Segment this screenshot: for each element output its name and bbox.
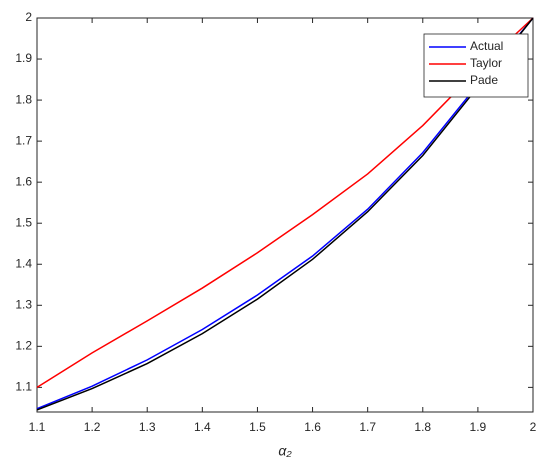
line-series <box>36 17 534 411</box>
x-tick-label: 1.5 <box>249 420 266 434</box>
y-tick-label: 1.8 <box>15 92 32 106</box>
x-tick-label: 2 <box>530 420 537 434</box>
x-tick-label: 1.6 <box>304 420 321 434</box>
y-tick-label: 1.5 <box>15 215 32 229</box>
y-tick-label: 1.6 <box>15 174 32 188</box>
line-series <box>36 17 534 410</box>
x-tick-label: 1.7 <box>359 420 376 434</box>
y-tick-label: 1.7 <box>15 133 32 147</box>
y-tick-label: 1.2 <box>15 339 32 353</box>
x-tick-label: 1.4 <box>194 420 211 434</box>
legend-label: Pade <box>470 73 498 87</box>
legend-box <box>423 33 529 98</box>
x-tick-label: 1.8 <box>414 420 431 434</box>
y-tick-label: 1.1 <box>15 380 32 394</box>
y-tick-label: 1.9 <box>15 51 32 65</box>
x-tick-label: 1.3 <box>139 420 156 434</box>
y-tick-label: 2 <box>25 10 32 24</box>
x-axis-label: α₂ <box>278 443 292 459</box>
x-tick-label: 1.1 <box>29 420 46 434</box>
legend-label: Actual <box>470 39 503 53</box>
y-tick-label: 1.3 <box>15 297 32 311</box>
x-tick-label: 1.9 <box>470 420 487 434</box>
y-tick-label: 1.4 <box>15 256 32 270</box>
legend-label: Taylor <box>470 56 502 70</box>
x-tick-label: 1.2 <box>84 420 101 434</box>
line-series <box>36 17 534 389</box>
